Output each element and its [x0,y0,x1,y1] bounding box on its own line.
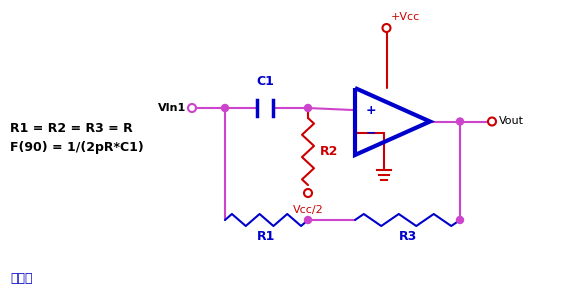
Circle shape [304,105,311,112]
Circle shape [304,217,311,224]
Circle shape [222,105,229,112]
Text: VIn1: VIn1 [158,103,186,113]
Circle shape [456,118,463,125]
Text: 图十五: 图十五 [10,271,33,285]
Text: −: − [366,126,376,139]
Text: +Vcc: +Vcc [391,12,420,22]
Text: R2: R2 [320,145,338,158]
Circle shape [456,217,463,224]
Text: +: + [366,104,376,117]
Text: C1: C1 [256,75,274,88]
Text: Vcc/2: Vcc/2 [293,205,324,215]
Text: R3: R3 [398,230,417,243]
Text: F(90) = 1/(2pR*C1): F(90) = 1/(2pR*C1) [10,142,144,155]
Text: R1: R1 [257,230,276,243]
Text: R1 = R2 = R3 = R: R1 = R2 = R3 = R [10,121,133,135]
Text: Vout: Vout [499,117,524,127]
